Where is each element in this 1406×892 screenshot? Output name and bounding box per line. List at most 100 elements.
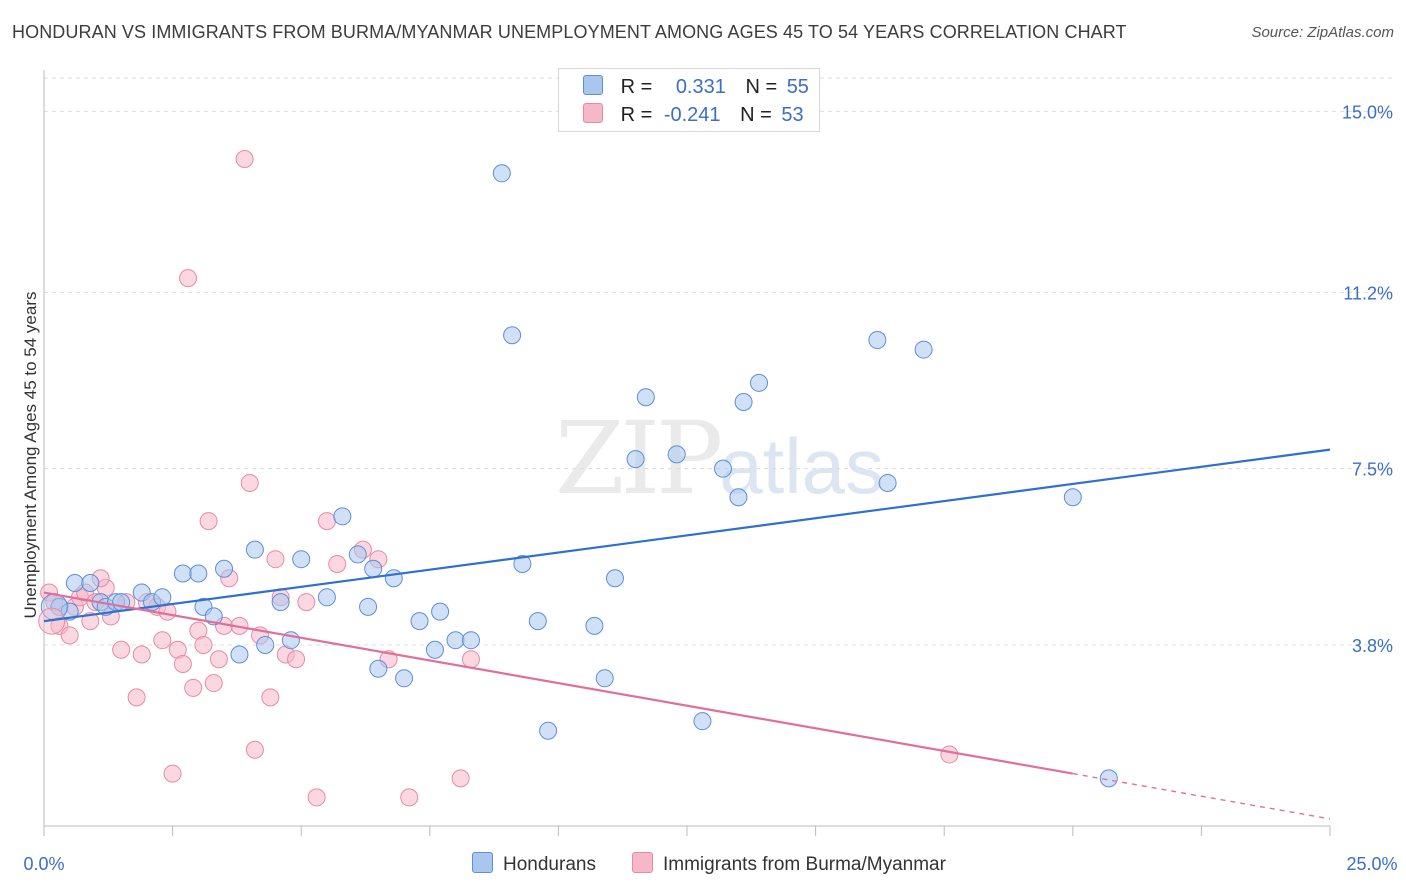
honduran-point xyxy=(714,459,733,478)
burma-point xyxy=(81,612,100,631)
honduran-point xyxy=(878,473,897,492)
legend-swatch-hondurans xyxy=(583,75,603,95)
honduran-point xyxy=(528,612,547,631)
legend-n-label: N = xyxy=(740,104,772,126)
honduran-point xyxy=(636,388,655,407)
burma-point xyxy=(317,512,336,531)
legend-r-label: R = xyxy=(620,76,653,98)
source-label[interactable]: Source: ZipAtlas.com xyxy=(1251,24,1394,41)
honduran-point xyxy=(461,631,480,650)
honduran-point xyxy=(215,559,234,578)
honduran-point xyxy=(153,588,172,607)
burma-point xyxy=(235,149,254,168)
honduran-point xyxy=(734,392,753,411)
honduran-point xyxy=(317,588,336,607)
honduran-point xyxy=(65,574,84,593)
legend-label-burma: Immigrants from Burma/Myanmar xyxy=(663,854,946,875)
honduran-point xyxy=(395,669,414,688)
burma-point xyxy=(328,554,347,573)
honduran-trend-line xyxy=(43,448,1331,623)
honduran-point xyxy=(245,540,264,559)
honduran-point xyxy=(431,602,450,621)
watermark: ZIPatlas xyxy=(555,400,884,517)
burma-point xyxy=(261,688,280,707)
honduran-point xyxy=(1063,488,1082,507)
burma-point xyxy=(173,655,192,674)
burma-point xyxy=(179,269,198,288)
honduran-point xyxy=(256,635,275,654)
honduran-point xyxy=(446,631,465,650)
legend-swatch-burma xyxy=(632,852,653,873)
honduran-point xyxy=(868,331,887,350)
burma-point xyxy=(240,473,259,492)
burma-point xyxy=(287,650,306,669)
honduran-point xyxy=(693,712,712,731)
burma-point xyxy=(194,635,213,654)
honduran-point xyxy=(595,669,614,688)
burma-trend-line xyxy=(43,591,1073,775)
legend-r-value: 0.331 xyxy=(675,76,726,98)
honduran-point xyxy=(1099,769,1118,788)
honduran-point xyxy=(667,445,686,464)
x-tick-label: 25.0% xyxy=(1346,854,1397,874)
burma-point xyxy=(451,769,470,788)
burma-trend-extension xyxy=(1072,772,1331,820)
legend-r-value: -0.241 xyxy=(663,104,721,126)
legend-n-value: 55 xyxy=(786,76,809,98)
burma-point xyxy=(132,645,151,664)
honduran-point xyxy=(384,569,403,588)
burma-point xyxy=(461,650,480,669)
honduran-point xyxy=(410,612,429,631)
burma-point xyxy=(199,512,218,531)
honduran-point xyxy=(364,559,383,578)
honduran-point xyxy=(369,659,388,678)
honduran-point xyxy=(585,616,604,635)
legend-row-hondurans: R = 0.331 N = 55 xyxy=(583,75,809,99)
honduran-point xyxy=(359,597,378,616)
legend-swatch-hondurans xyxy=(472,852,493,873)
honduran-point xyxy=(292,550,311,569)
honduran-point xyxy=(173,564,192,583)
honduran-point xyxy=(750,373,769,392)
honduran-point xyxy=(492,164,511,183)
honduran-point xyxy=(513,554,532,573)
honduran-point xyxy=(605,569,624,588)
burma-point xyxy=(307,788,326,807)
burma-point xyxy=(184,678,203,697)
honduran-point xyxy=(626,450,645,469)
y-axis-title: Unemployment Among Ages 45 to 54 years xyxy=(21,292,40,619)
burma-point xyxy=(127,688,146,707)
burma-point xyxy=(266,550,285,569)
honduran-point xyxy=(271,593,290,612)
y-tick-label: 11.2% xyxy=(1343,283,1393,303)
burma-point xyxy=(245,740,264,759)
honduran-point xyxy=(230,645,249,664)
burma-point xyxy=(400,788,419,807)
legend-n-value: 53 xyxy=(781,104,804,126)
legend-n-label: N = xyxy=(745,76,778,98)
chart-title: HONDURAN VS IMMIGRANTS FROM BURMA/MYANMA… xyxy=(12,22,1127,42)
honduran-point xyxy=(81,574,100,593)
honduran-point xyxy=(189,564,208,583)
y-tick-label: 7.5% xyxy=(1352,460,1393,480)
legend-swatch-burma xyxy=(583,103,603,123)
burma-point xyxy=(153,631,172,650)
y-tick-label: 15.0% xyxy=(1342,102,1393,122)
y-tick-label: 3.8% xyxy=(1352,636,1393,656)
honduran-point xyxy=(333,507,352,526)
honduran-point xyxy=(348,545,367,564)
legend-r-label: R = xyxy=(620,104,653,126)
burma-point xyxy=(112,640,131,659)
honduran-point xyxy=(729,488,748,507)
legend-item-hondurans[interactable]: Hondurans xyxy=(472,852,596,876)
burma-point xyxy=(163,764,182,783)
honduran-point xyxy=(539,721,558,740)
correlation-legend: R = 0.331 N = 55 R = -0.241 N = 53 xyxy=(558,68,820,132)
burma-point xyxy=(209,650,228,669)
legend-item-burma[interactable]: Immigrants from Burma/Myanmar xyxy=(632,852,946,876)
burma-point xyxy=(60,626,79,645)
honduran-point xyxy=(425,640,444,659)
legend-row-burma: R = -0.241 N = 53 xyxy=(583,103,804,127)
burma-point xyxy=(297,593,316,612)
